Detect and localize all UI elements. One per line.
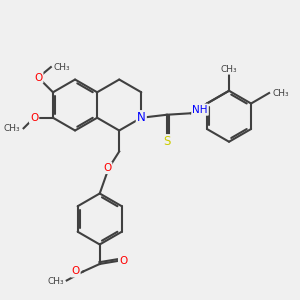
Text: CH₃: CH₃ <box>272 88 289 98</box>
Text: O: O <box>119 256 127 266</box>
Text: O: O <box>30 113 38 123</box>
Text: CH₃: CH₃ <box>221 65 237 74</box>
Text: CH₃: CH₃ <box>47 278 64 286</box>
Text: N: N <box>137 111 146 124</box>
Text: O: O <box>71 266 80 277</box>
Text: O: O <box>103 163 111 173</box>
Text: O: O <box>34 73 42 82</box>
Text: S: S <box>163 135 170 148</box>
Text: NH: NH <box>192 105 208 115</box>
Text: CH₃: CH₃ <box>4 124 21 133</box>
Text: CH₃: CH₃ <box>54 63 70 72</box>
